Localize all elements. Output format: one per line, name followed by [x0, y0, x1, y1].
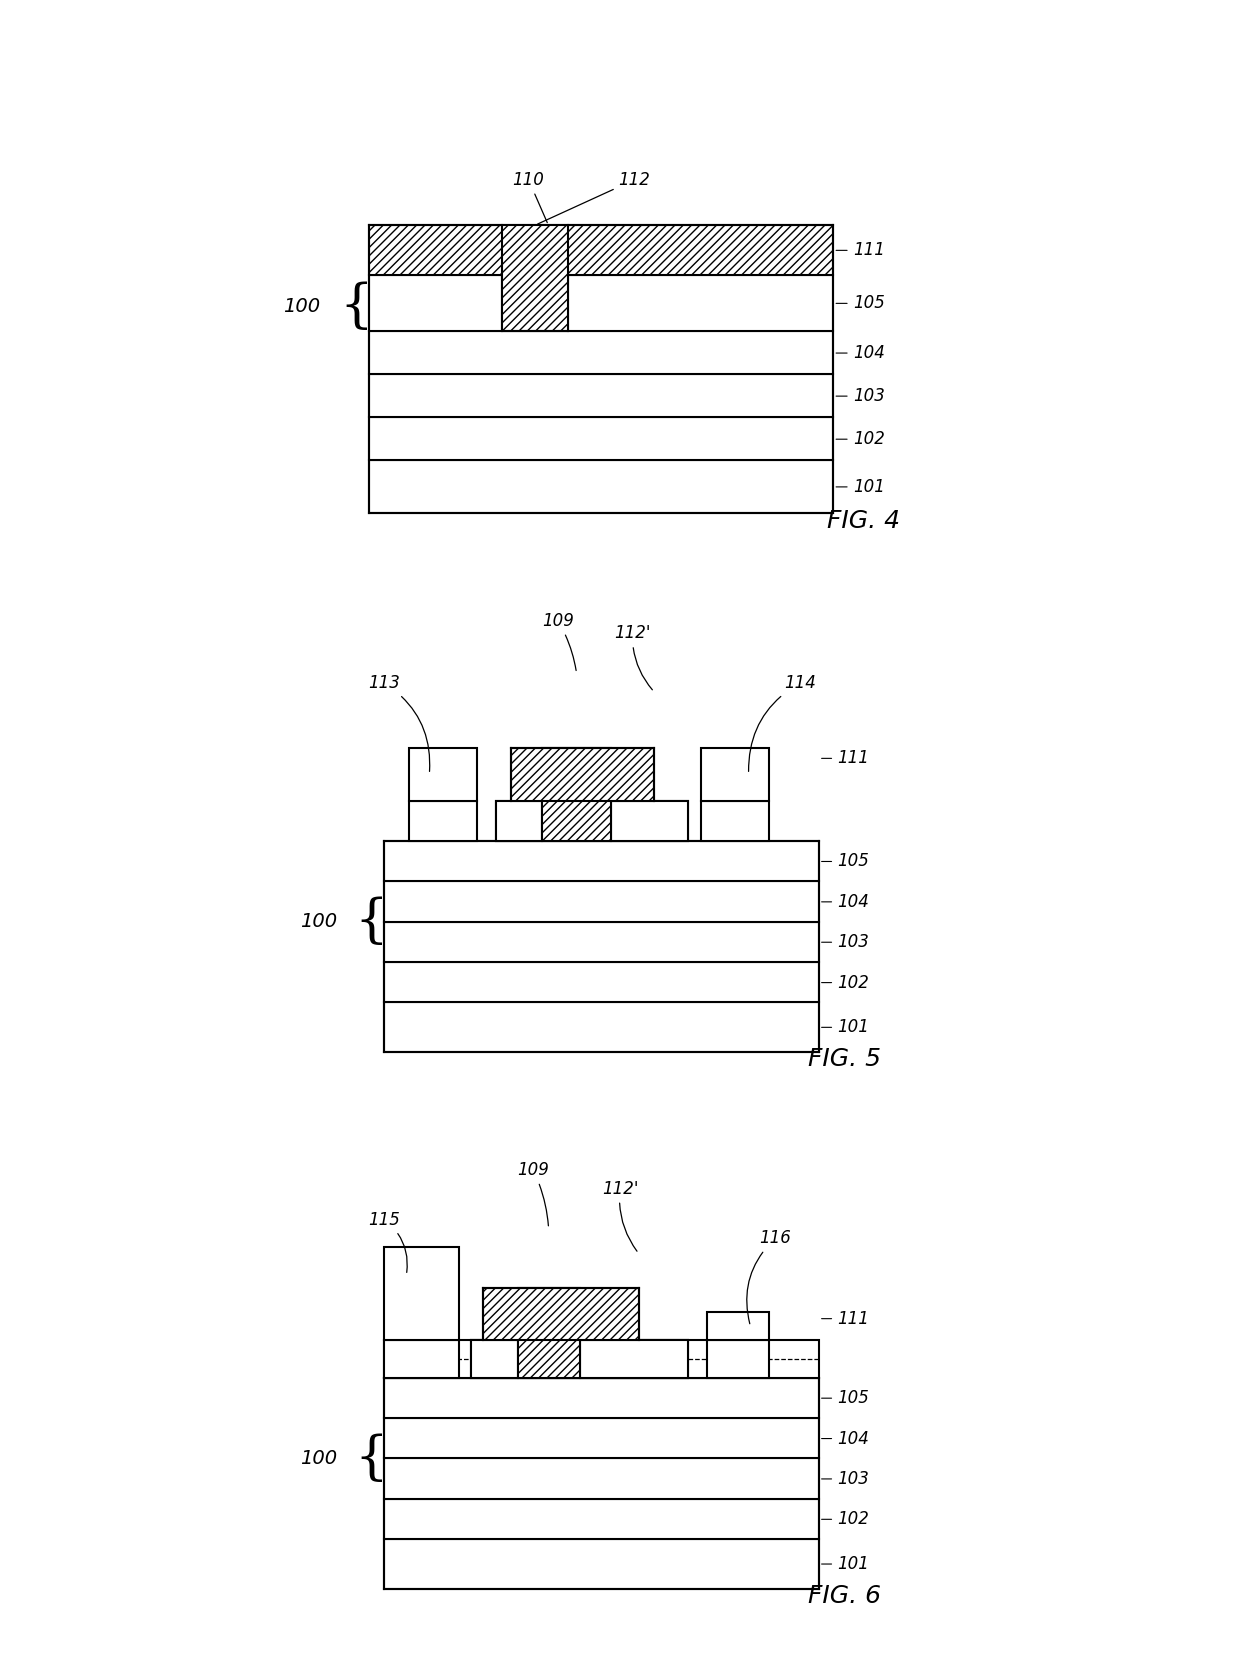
- Text: 102: 102: [837, 974, 869, 992]
- Text: 105: 105: [837, 853, 869, 871]
- Bar: [384, 881, 818, 922]
- Text: FIG. 4: FIG. 4: [827, 509, 899, 534]
- Text: 103: 103: [837, 934, 869, 950]
- Text: 104: 104: [837, 893, 869, 911]
- Bar: [707, 1312, 769, 1341]
- Text: {: {: [355, 896, 388, 947]
- Bar: [384, 1539, 818, 1589]
- Bar: [707, 1341, 769, 1377]
- Bar: [384, 1341, 818, 1377]
- Text: 101: 101: [837, 1555, 869, 1574]
- Text: 113: 113: [368, 674, 430, 772]
- Text: 105: 105: [853, 294, 885, 312]
- Bar: [496, 800, 688, 841]
- Bar: [511, 747, 655, 800]
- Text: FIG. 6: FIG. 6: [808, 1584, 880, 1607]
- Text: 112': 112': [601, 1180, 639, 1251]
- Text: {: {: [340, 281, 373, 332]
- Bar: [384, 1341, 459, 1377]
- Bar: [384, 841, 818, 881]
- Text: 103: 103: [837, 1470, 869, 1488]
- Bar: [384, 1248, 459, 1341]
- Bar: [517, 1288, 579, 1377]
- Text: 100: 100: [300, 1450, 337, 1468]
- Bar: [568, 274, 833, 331]
- Text: 102: 102: [853, 430, 885, 448]
- Text: 114: 114: [749, 674, 816, 772]
- Bar: [471, 1341, 517, 1377]
- Bar: [471, 1341, 688, 1377]
- Bar: [484, 1288, 639, 1341]
- Bar: [384, 1418, 818, 1458]
- Bar: [611, 800, 688, 841]
- Text: FIG. 5: FIG. 5: [808, 1046, 880, 1071]
- Text: 103: 103: [853, 387, 885, 405]
- Bar: [370, 374, 833, 417]
- Bar: [409, 747, 477, 800]
- Text: 109: 109: [517, 1160, 549, 1227]
- Bar: [384, 922, 818, 962]
- Text: 111: 111: [837, 1309, 869, 1327]
- Text: 100: 100: [300, 912, 337, 931]
- Text: 101: 101: [853, 478, 885, 496]
- Text: 111: 111: [853, 241, 885, 260]
- Bar: [502, 225, 568, 331]
- Bar: [384, 1458, 818, 1499]
- Bar: [701, 747, 769, 800]
- Text: 101: 101: [837, 1018, 869, 1036]
- Bar: [579, 1341, 688, 1377]
- Text: 112': 112': [614, 625, 652, 689]
- Bar: [384, 962, 818, 1002]
- Text: 104: 104: [853, 344, 885, 362]
- Text: 104: 104: [837, 1430, 869, 1448]
- Text: 111: 111: [837, 749, 869, 767]
- Text: 116: 116: [746, 1230, 791, 1324]
- Bar: [370, 225, 833, 274]
- Bar: [384, 1499, 818, 1539]
- Text: {: {: [355, 1433, 388, 1484]
- Bar: [701, 800, 769, 841]
- Bar: [370, 274, 502, 331]
- Bar: [384, 1002, 818, 1053]
- Bar: [542, 747, 611, 841]
- Text: 105: 105: [837, 1389, 869, 1407]
- Bar: [370, 461, 833, 514]
- Text: 110: 110: [512, 170, 547, 223]
- Bar: [384, 1377, 818, 1418]
- Bar: [370, 417, 833, 461]
- Text: 100: 100: [283, 298, 320, 316]
- Text: 109: 109: [542, 612, 577, 671]
- Text: 102: 102: [837, 1511, 869, 1529]
- Bar: [409, 800, 477, 841]
- Bar: [496, 800, 542, 841]
- Text: 115: 115: [368, 1210, 407, 1273]
- Bar: [370, 331, 833, 374]
- Text: 112: 112: [538, 170, 651, 225]
